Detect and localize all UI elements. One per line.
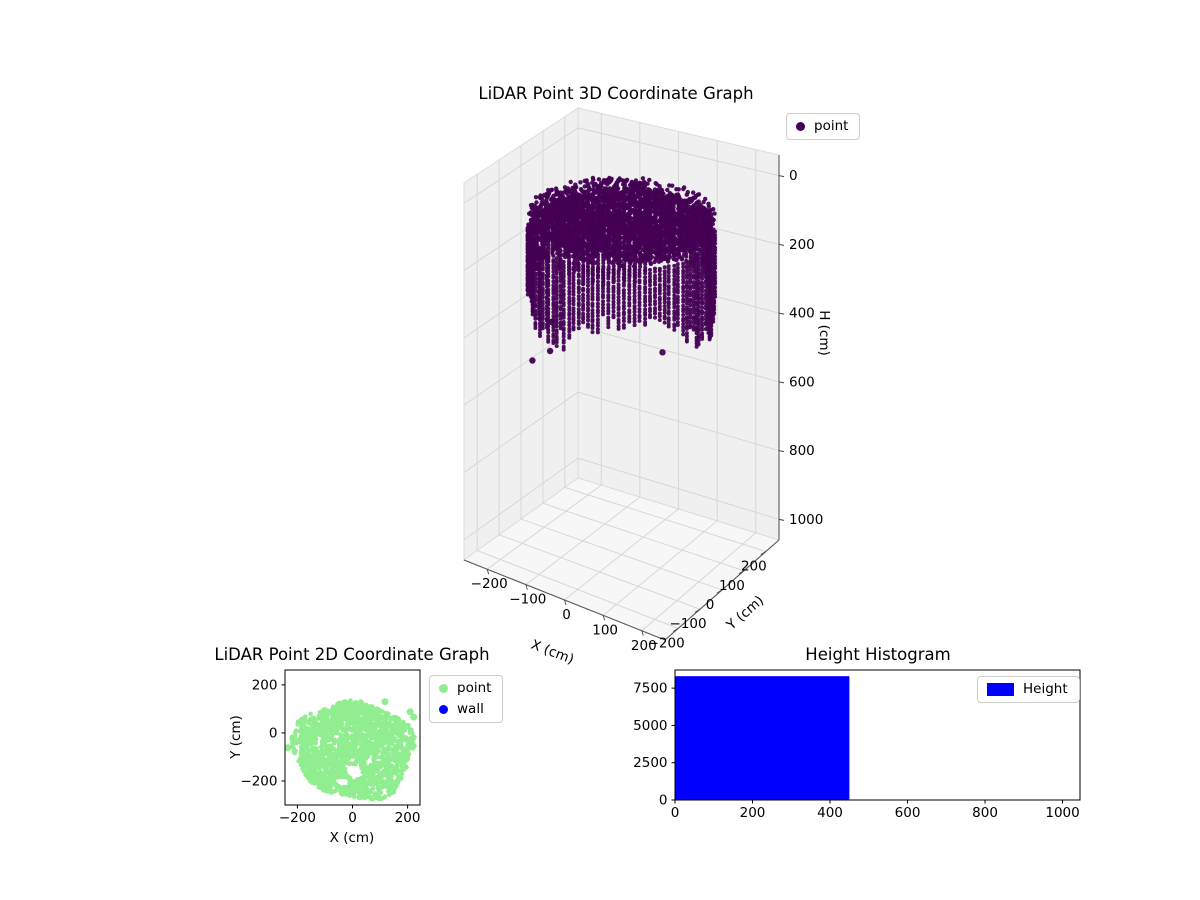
tick-label: −200 (240, 773, 277, 789)
tick-label: 200 (252, 677, 278, 693)
plot-3d-title: LiDAR Point 3D Coordinate Graph (478, 84, 753, 103)
tick-label: 200 (395, 810, 421, 826)
legend-label-wall-2d: wall (457, 701, 484, 717)
tick-label: 0 (659, 793, 668, 809)
tick-label: 100 (719, 578, 745, 594)
histogram-bars (675, 676, 850, 800)
histogram-tick-labels: 0 200 400 600 800 1000 0 2500 5000 7500 (633, 681, 1080, 821)
plot-2d-frame (281, 669, 421, 809)
tick-label: 0 (348, 810, 357, 826)
tick-label: 100 (592, 622, 618, 638)
point-marker-icon (439, 684, 448, 693)
legend-2d: point wall (429, 675, 504, 723)
tick-label: 600 (789, 374, 815, 390)
tick-label: 800 (789, 443, 815, 459)
plot-3d-axis-lines (463, 155, 785, 641)
tick-label: −200 (279, 810, 316, 826)
legend-label-point-3d: point (814, 118, 849, 134)
plot-2d-ylabel: Y (cm) (228, 715, 244, 760)
point-marker-icon (796, 122, 805, 131)
legend-3d: point (786, 113, 861, 140)
plot-3d-ylabel: Y (cm) (723, 593, 767, 634)
plot-3d-panes (462, 107, 781, 641)
tick-label: 600 (895, 805, 921, 821)
tick-label: 2500 (633, 755, 667, 771)
legend-label-height: Height (1023, 681, 1068, 697)
tick-label: 1000 (789, 512, 823, 528)
plot-2d-tick-labels: −200 0 200 −200 0 200 (240, 677, 420, 826)
plot-3d-point-cloud (525, 175, 717, 364)
tick-label: 1000 (1045, 805, 1079, 821)
plot-2d: −200 0 200 −200 0 200 LiDAR Point 2D Coordina… (214, 645, 489, 846)
plot-3d-tick-labels: −200−1000100200−200−10001002000200400600… (471, 168, 824, 654)
tick-label: 7500 (633, 681, 667, 697)
plot-3d-zlabel: H (cm) (816, 310, 832, 356)
plot-3d-xlabel: X (cm) (529, 637, 576, 668)
tick-label: 200 (740, 805, 766, 821)
height-patch-icon (987, 683, 1014, 696)
legend-item-wall-2d: wall (439, 701, 491, 718)
tick-label: 0 (671, 805, 680, 821)
legend-item-point-3d: point (796, 118, 848, 135)
legend-label-point-2d: point (457, 680, 492, 696)
tick-label: 200 (631, 638, 657, 654)
tick-label: 0 (706, 597, 715, 613)
tick-label: −200 (648, 635, 685, 651)
wall-marker-icon (439, 705, 448, 714)
tick-label: −100 (670, 616, 707, 632)
legend-item-height: Height (987, 681, 1068, 698)
plot-2d-point-cloud (285, 698, 418, 802)
tick-label: −100 (509, 592, 546, 608)
tick-label: 200 (789, 237, 815, 253)
tick-label: 0 (269, 725, 278, 741)
tick-label: 400 (789, 306, 815, 322)
plot-3d: −200−1000100200−200−10001002000200400600… (462, 84, 832, 668)
legend-item-point-2d: point (439, 680, 491, 697)
tick-label: 200 (741, 559, 767, 575)
plot-2d-title: LiDAR Point 2D Coordinate Graph (214, 645, 489, 664)
tick-label: 0 (789, 168, 798, 184)
plot-histogram: 0 200 400 600 800 1000 0 2500 5000 7500 Height Hi… (633, 645, 1081, 821)
tick-label: 5000 (633, 718, 667, 734)
tick-label: 800 (972, 805, 998, 821)
plot-2d-xlabel: X (cm) (330, 830, 375, 846)
legend-histogram: Height (977, 676, 1080, 703)
tick-label: −200 (471, 576, 508, 592)
tick-label: 0 (562, 607, 571, 623)
tick-label: 400 (817, 805, 843, 821)
histogram-frame (671, 669, 1081, 804)
histogram-title: Height Histogram (805, 645, 950, 664)
